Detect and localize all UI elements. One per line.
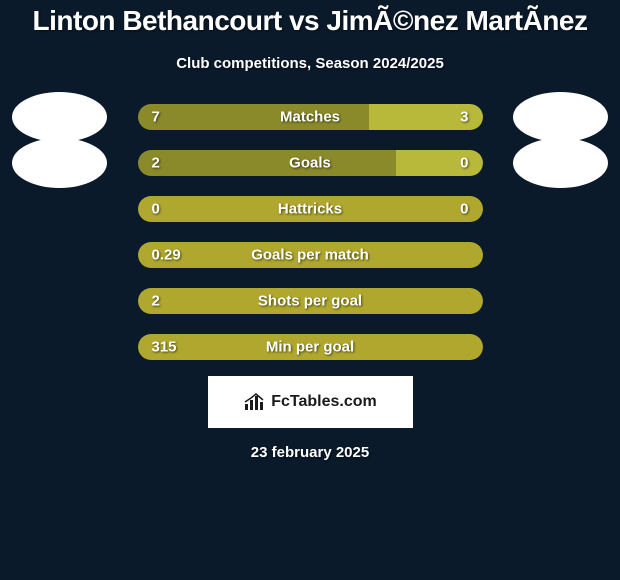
stat-value-left: 7 <box>152 109 160 126</box>
avatar-right <box>513 92 608 142</box>
stat-row: Min per goal 315 <box>0 334 620 360</box>
stat-bar: Shots per goal 2 <box>138 288 483 314</box>
stat-label: Goals per match <box>251 247 369 264</box>
stats-area: Matches 7 3 Goals 2 0 Hattricks 0 0 Goals per mat… <box>0 104 620 360</box>
page-title: Linton Bethancourt vs JimÃ©nez MartÃ­nez <box>33 5 588 37</box>
stat-label: Hattricks <box>278 201 342 218</box>
stat-value-left: 0.29 <box>152 247 181 264</box>
bar-left-fill <box>138 150 397 176</box>
stat-label: Matches <box>280 109 340 126</box>
logo-text: FcTables.com <box>271 393 377 411</box>
stat-value-left: 315 <box>152 339 177 356</box>
stat-label: Goals <box>289 155 331 172</box>
date-text: 23 february 2025 <box>251 444 369 461</box>
stat-bar: Min per goal 315 <box>138 334 483 360</box>
stat-value-right: 3 <box>460 109 468 126</box>
stat-value-right: 0 <box>460 155 468 172</box>
stat-bar: Goals 2 0 <box>138 150 483 176</box>
avatar-right <box>513 138 608 188</box>
chart-icon <box>243 392 267 412</box>
avatar-left <box>12 138 107 188</box>
stat-label: Shots per goal <box>258 293 362 310</box>
stat-value-right: 0 <box>460 201 468 218</box>
stat-label: Min per goal <box>266 339 354 356</box>
bar-right-fill <box>396 150 482 176</box>
stat-row: Shots per goal 2 <box>0 288 620 314</box>
stat-row: Matches 7 3 <box>0 104 620 130</box>
stat-value-left: 2 <box>152 293 160 310</box>
logo-box: FcTables.com <box>208 376 413 428</box>
stat-row: Goals 2 0 <box>0 150 620 176</box>
subtitle: Club competitions, Season 2024/2025 <box>176 55 444 72</box>
stat-value-left: 2 <box>152 155 160 172</box>
stat-bar: Matches 7 3 <box>138 104 483 130</box>
stat-row: Hattricks 0 0 <box>0 196 620 222</box>
stat-row: Goals per match 0.29 <box>0 242 620 268</box>
avatar-left <box>12 92 107 142</box>
comparison-infographic: Linton Bethancourt vs JimÃ©nez MartÃ­nez… <box>0 0 620 461</box>
stat-bar: Goals per match 0.29 <box>138 242 483 268</box>
stat-bar: Hattricks 0 0 <box>138 196 483 222</box>
logo: FcTables.com <box>243 392 377 412</box>
stat-value-left: 0 <box>152 201 160 218</box>
